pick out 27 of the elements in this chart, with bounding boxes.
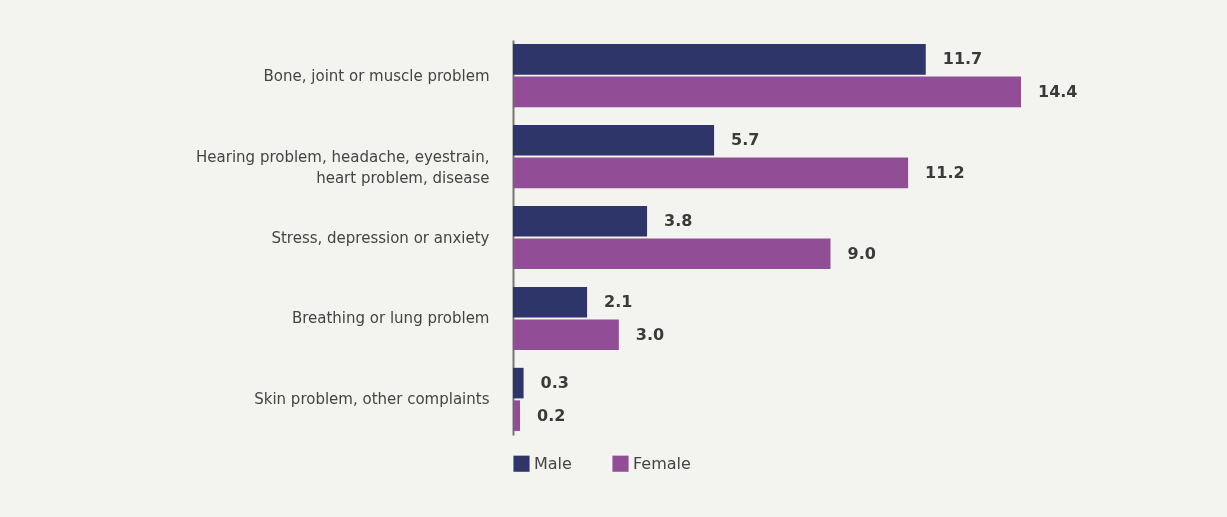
bar — [513, 238, 831, 270]
legend-label: Male — [534, 453, 572, 473]
data-label: 0.2 — [537, 405, 566, 425]
data-label: 5.7 — [731, 130, 760, 150]
legend-label: Female — [633, 453, 691, 473]
y-tick-label: Breathing or lung problem — [291, 309, 490, 328]
data-label: 11.7 — [942, 49, 983, 69]
bar — [513, 286, 588, 318]
y-tick-label: Bone, joint or muscle problem — [263, 66, 490, 85]
data-label: 0.3 — [540, 373, 569, 393]
bar — [513, 367, 524, 399]
data-label: 14.4 — [1038, 81, 1078, 101]
bar — [513, 157, 909, 189]
data-label: 9.0 — [847, 243, 876, 263]
y-tick-label: Skin problem, other complaints — [254, 390, 490, 409]
bar — [513, 44, 926, 75]
bar — [513, 124, 715, 156]
data-label: 3.8 — [664, 211, 693, 231]
y-tick-label: Hearing problem, headache, eyestrain, heart problem, disease — [196, 147, 490, 187]
y-tick-label: Stress, depression or anxiety — [271, 228, 490, 247]
data-label: 2.1 — [604, 292, 633, 312]
bar — [513, 205, 648, 237]
bar — [513, 400, 521, 431]
bar — [513, 76, 1021, 108]
data-label: 3.0 — [635, 324, 665, 344]
data-label: 11.2 — [925, 162, 965, 182]
bar — [513, 319, 619, 351]
